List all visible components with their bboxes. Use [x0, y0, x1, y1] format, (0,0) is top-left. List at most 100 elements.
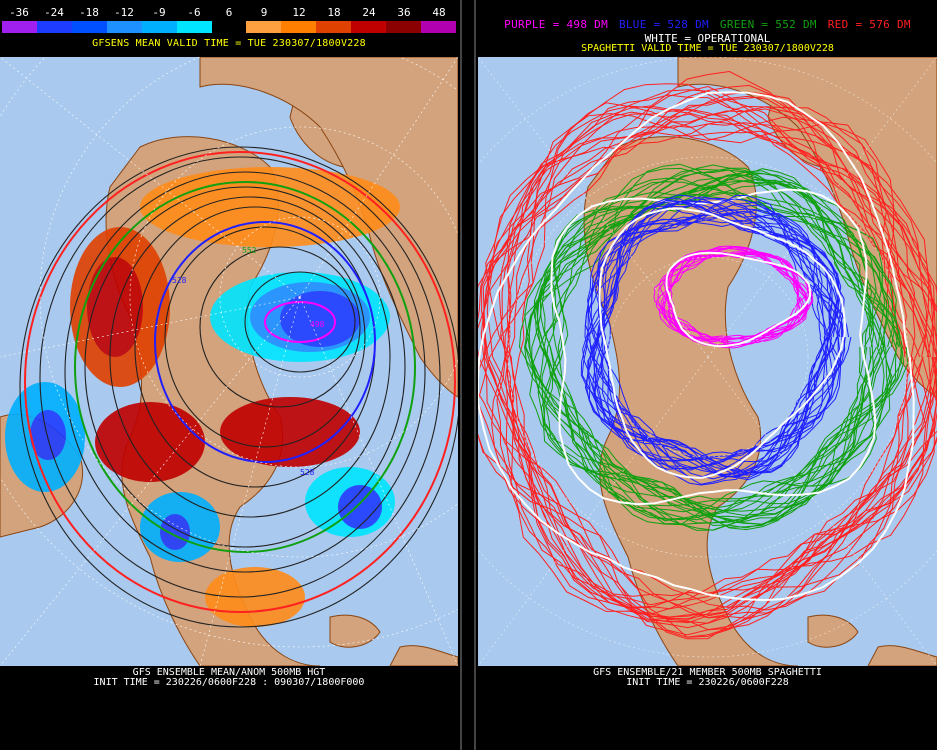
negative-anomaly-pacific-core	[30, 410, 66, 460]
ensemble-member-line	[518, 163, 884, 526]
spaghetti-panel: PURPLE = 498 DM BLUE = 528 DM GREEN = 55…	[478, 0, 937, 750]
scale-label: 9	[260, 6, 268, 19]
legend-purple: PURPLE = 498 DM	[504, 18, 609, 31]
contour-498	[264, 301, 336, 343]
ensemble-member-line	[510, 83, 937, 616]
ensemble-member-line	[534, 174, 892, 521]
scale-label: 36	[397, 6, 411, 19]
spaghetti-map	[478, 57, 937, 666]
scale-swatch	[176, 21, 212, 33]
spaghetti-legend: PURPLE = 498 DM BLUE = 528 DM GREEN = 55…	[478, 18, 937, 31]
ensemble-member-line	[488, 106, 927, 609]
scale-swatch	[281, 21, 317, 33]
spaghetti-valid-time-title: SPAGHETTI VALID TIME = TUE 230307/1800V2…	[581, 43, 834, 54]
ensemble-member-line	[524, 164, 903, 531]
scale-swatch	[2, 21, 37, 33]
contour-528	[154, 221, 376, 463]
scale-bar	[2, 21, 456, 33]
scale-swatch	[421, 21, 456, 33]
scale-swatch	[246, 21, 282, 33]
ensemble-member-line	[586, 218, 843, 486]
contour-576	[24, 151, 456, 613]
lat-lon-grid	[478, 57, 937, 666]
negative-anomaly-hudson-core	[280, 291, 360, 347]
ensemble-member-line	[537, 168, 889, 500]
scale-swatch	[36, 21, 72, 33]
scale-label: 12	[292, 6, 306, 19]
ensemble-member-line	[483, 122, 928, 631]
legend-blue: BLUE = 528 DM	[618, 18, 709, 31]
ensemble-member-line	[507, 105, 937, 624]
scale-label: -18	[79, 6, 99, 19]
scale-label: -9	[152, 6, 166, 19]
contour-label: 528	[300, 468, 315, 477]
spaghetti-footer-init-time: INIT TIME = 230226/0600F228	[626, 677, 789, 688]
mean-footer-title: GFS ENSEMBLE MEAN/ANOM 500MB HGT	[132, 667, 326, 678]
ensemble-member-line	[528, 180, 875, 519]
ensemble-member-line	[551, 181, 899, 522]
ensemble-member-line	[657, 251, 800, 345]
spaghetti-footer-title: GFS ENSEMBLE/21 MEMBER 500MB SPAGHETTI	[593, 667, 822, 678]
ensemble-member-line	[485, 130, 935, 636]
ensemble-member-line	[526, 167, 897, 525]
scale-label: 48	[432, 6, 446, 19]
scale-swatch	[351, 21, 387, 33]
scale-label: 24	[362, 6, 376, 19]
legend-green: GREEN = 552 DM	[719, 18, 817, 31]
operational-line	[478, 91, 915, 602]
ensemble-member-line	[531, 175, 875, 512]
ensemble-member-line	[596, 198, 846, 476]
scale-label: 18	[327, 6, 341, 19]
panel-divider	[458, 0, 478, 750]
positive-anomaly-atlantic	[220, 397, 360, 467]
positive-anomaly-arctic	[140, 167, 400, 247]
scale-label: -6	[187, 6, 201, 19]
mean-valid-time-title: GFSENS MEAN VALID TIME = TUE 230307/1800…	[92, 38, 366, 49]
ensemble-member-line	[655, 250, 808, 349]
mean-footer: GFS ENSEMBLE MEAN/ANOM 500MB HGT INIT TI…	[0, 666, 458, 750]
contour-label: 498	[310, 320, 325, 329]
scale-swatch	[71, 21, 107, 33]
operational-line	[598, 207, 847, 479]
ensemble-mean-panel: -36 -24 -18 -12 -9 -6 6 9 12 18 24 36 48…	[0, 0, 458, 750]
operational-line	[665, 251, 812, 348]
contour-552	[74, 181, 416, 553]
positive-anomaly-alaska-core	[87, 257, 143, 357]
ensemble-member-line	[594, 194, 852, 481]
contour-labels: 528 498 552 528	[172, 246, 325, 477]
scale-swatch	[211, 21, 247, 33]
spaghetti-lines	[478, 70, 937, 640]
scale-label: -12	[114, 6, 134, 19]
contour-label: 528	[172, 276, 187, 285]
scale-swatch	[106, 21, 142, 33]
ensemble-member-line	[478, 95, 909, 611]
ensemble-member-line	[481, 91, 937, 621]
mean-anomaly-map-svg: 528 498 552 528	[0, 57, 458, 666]
ensemble-member-line	[587, 210, 833, 476]
mean-anomaly-map: 528 498 552 528	[0, 57, 458, 666]
ensemble-member-line	[496, 89, 937, 597]
scale-swatch	[386, 21, 422, 33]
height-contours	[19, 146, 458, 628]
ensemble-member-line	[483, 95, 932, 618]
contour-label: 552	[242, 246, 257, 255]
scale-labels: -36 -24 -18 -12 -9 -6 6 9 12 18 24 36 48	[2, 4, 456, 20]
ensemble-member-line	[480, 108, 916, 619]
caribbean	[329, 614, 381, 648]
caribbean	[807, 614, 859, 648]
legend-white: WHITE = OPERATIONAL	[644, 32, 771, 45]
spaghetti-footer: GFS ENSEMBLE/21 MEMBER 500MB SPAGHETTI I…	[478, 666, 937, 750]
scale-swatch	[141, 21, 177, 33]
spaghetti-map-svg	[478, 57, 937, 666]
scale-swatch	[316, 21, 352, 33]
operational-line	[550, 188, 877, 506]
lat-lon-grid	[0, 57, 458, 666]
ensemble-member-line	[478, 113, 937, 638]
legend-red: RED = 576 DM	[827, 18, 911, 31]
south-america	[867, 645, 937, 666]
ensemble-member-line	[600, 201, 843, 470]
negative-anomaly-west-core	[160, 514, 190, 550]
south-america	[389, 645, 458, 666]
scale-label: -36	[9, 6, 29, 19]
ensemble-member-line	[505, 94, 937, 610]
